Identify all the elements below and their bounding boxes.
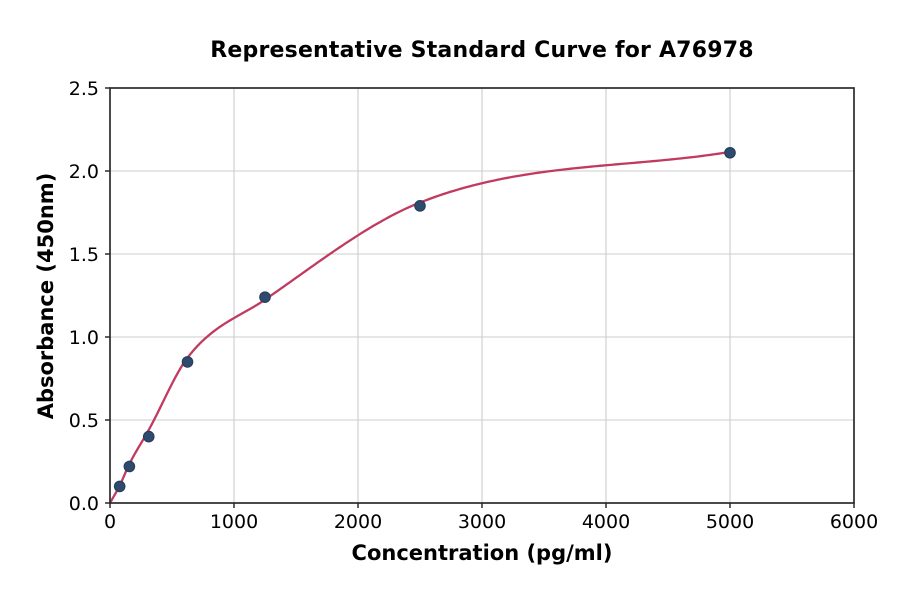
x-tick-label: 6000 — [830, 511, 878, 533]
y-tick-label: 1.5 — [69, 244, 99, 266]
data-point — [113, 480, 126, 493]
chart-title: Representative Standard Curve for A76978 — [210, 38, 754, 63]
x-tick-label: 5000 — [706, 511, 754, 533]
data-point — [414, 200, 426, 212]
y-tick-label: 0.5 — [69, 410, 99, 432]
data-point — [181, 356, 194, 368]
y-tick-label: 1.0 — [69, 327, 99, 349]
data-point — [123, 460, 136, 473]
y-tick-label: 2.5 — [69, 78, 99, 100]
x-axis-label: Concentration (pg/ml) — [351, 541, 613, 565]
x-tick-label: 4000 — [582, 511, 630, 533]
x-tick-label: 2000 — [334, 511, 382, 533]
x-tick-label: 1000 — [210, 511, 258, 533]
y-tick-label: 0.0 — [69, 493, 99, 515]
data-point — [724, 146, 736, 159]
x-tick-label: 0 — [104, 511, 116, 533]
y-tick-label: 2.0 — [69, 161, 99, 183]
data-point — [259, 291, 271, 303]
x-tick-label: 3000 — [458, 511, 506, 533]
data-point — [142, 430, 155, 443]
